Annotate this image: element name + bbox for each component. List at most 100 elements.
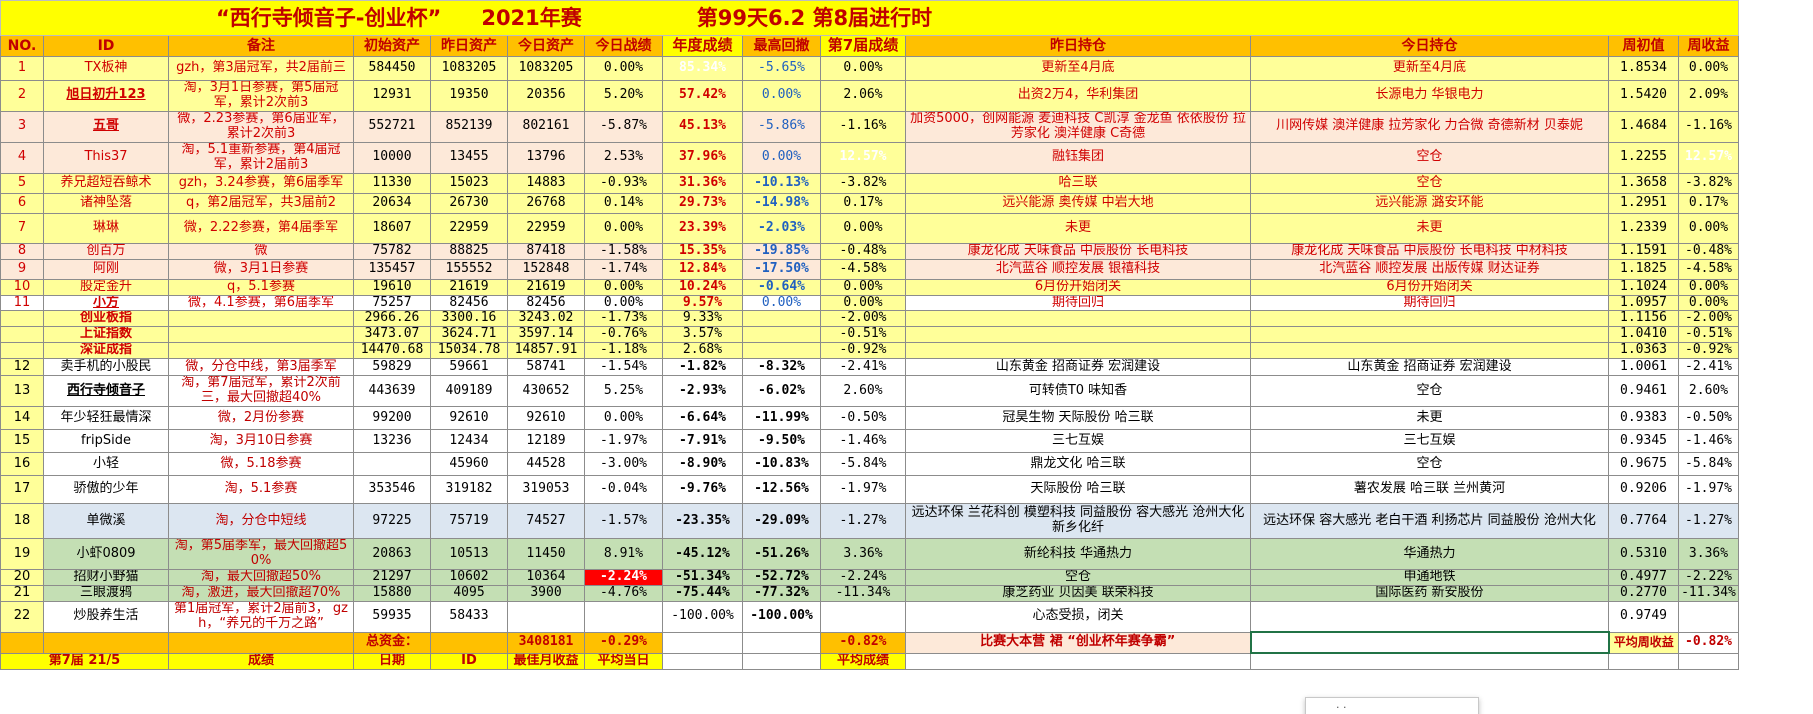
today-cell[interactable]: 11450 xyxy=(507,538,585,571)
r7-cell[interactable]: -3.82% xyxy=(820,172,906,194)
week-init-cell[interactable]: 0.7764 xyxy=(1608,503,1679,540)
yest-cell[interactable]: 13455 xyxy=(430,141,508,174)
avg-week-label[interactable]: 平均周收益 xyxy=(1608,631,1679,654)
no-cell[interactable]: 6 xyxy=(0,192,44,214)
drawdown-cell[interactable]: -51.26% xyxy=(742,538,821,571)
year-ret-cell[interactable]: 9.33% xyxy=(662,310,743,328)
week-init-cell[interactable]: 1.8534 xyxy=(1608,56,1679,81)
init-cell[interactable]: 20863 xyxy=(353,538,431,571)
drawdown-cell[interactable]: -6.02% xyxy=(742,375,821,408)
r7-cell[interactable]: -1.27% xyxy=(820,503,906,540)
no-cell[interactable]: 11 xyxy=(0,294,44,312)
id-cell[interactable]: 深证成指 xyxy=(43,342,169,360)
week-init-cell[interactable]: 0.4977 xyxy=(1608,569,1679,586)
r7-cell[interactable]: -2.00% xyxy=(820,310,906,328)
hold-today-cell[interactable]: 空仓 xyxy=(1250,172,1609,194)
note-cell[interactable]: 微，2.22参赛，第4届季军 xyxy=(168,212,354,244)
no-cell[interactable] xyxy=(0,342,44,360)
yest-cell[interactable]: 58433 xyxy=(430,600,508,633)
total-label[interactable]: 总资金： xyxy=(353,631,431,654)
week-ret-cell[interactable]: -0.48% xyxy=(1678,242,1739,260)
init-cell[interactable]: 13236 xyxy=(353,429,431,454)
slogan[interactable]: 比赛大本营 裙 “创业杯年赛争霸” xyxy=(905,631,1251,654)
summary-empty-cell[interactable] xyxy=(43,631,169,654)
note-cell[interactable]: 淘，激进，最大回撤超70% xyxy=(168,585,354,602)
year-ret-cell[interactable]: -9.76% xyxy=(662,475,743,505)
hold-today-cell[interactable]: 北汽蓝谷 顺控发展 出版传媒 财达证券 xyxy=(1250,258,1609,280)
hold-yest-cell[interactable]: 三七互娱 xyxy=(905,429,1251,454)
day-ret-cell[interactable]: -0.04% xyxy=(584,475,663,505)
year-ret-cell[interactable]: -8.90% xyxy=(662,452,743,477)
footer-empty[interactable] xyxy=(1250,652,1609,670)
init-cell[interactable]: 99200 xyxy=(353,406,431,431)
week-ret-cell[interactable] xyxy=(1678,600,1739,633)
week-ret-cell[interactable]: -0.92% xyxy=(1678,342,1739,360)
year-ret-cell[interactable]: 15.35% xyxy=(662,242,743,260)
today-cell[interactable]: 10364 xyxy=(507,569,585,586)
hold-today-cell[interactable]: 远兴能源 潞安环能 xyxy=(1250,192,1609,214)
day-ret-cell[interactable]: -4.76% xyxy=(584,585,663,602)
note-cell[interactable]: 淘，5.1参赛 xyxy=(168,475,354,505)
hold-today-cell[interactable]: 薯农发展 哈三联 兰州黄河 xyxy=(1250,475,1609,505)
yest-cell[interactable]: 19350 xyxy=(430,80,508,112)
day-ret-cell[interactable]: 0.00% xyxy=(584,212,663,244)
hold-yest-cell[interactable]: 未更 xyxy=(905,212,1251,244)
yest-cell[interactable]: 59661 xyxy=(430,358,508,377)
yest-cell[interactable]: 4095 xyxy=(430,585,508,602)
no-cell[interactable]: 21 xyxy=(0,585,44,602)
week-init-cell[interactable]: 0.9749 xyxy=(1608,600,1679,633)
day-ret-cell[interactable]: 0.00% xyxy=(584,406,663,431)
no-cell[interactable]: 9 xyxy=(0,258,44,280)
hold-yest-cell[interactable]: 哈三联 xyxy=(905,172,1251,194)
year-ret-cell[interactable]: 2.68% xyxy=(662,342,743,360)
year-ret-cell[interactable]: -2.93% xyxy=(662,375,743,408)
yest-cell[interactable]: 409189 xyxy=(430,375,508,408)
no-cell[interactable]: 22 xyxy=(0,600,44,633)
init-cell[interactable]: 11330 xyxy=(353,172,431,194)
today-cell[interactable]: 152848 xyxy=(507,258,585,280)
no-cell[interactable] xyxy=(0,310,44,328)
week-ret-cell[interactable]: 2.60% xyxy=(1678,375,1739,408)
week-init-cell[interactable]: 0.9461 xyxy=(1608,375,1679,408)
r7-cell[interactable] xyxy=(820,600,906,633)
summary-empty-cell[interactable] xyxy=(0,631,44,654)
note-cell[interactable]: 微，分仓中线，第3届季军 xyxy=(168,358,354,377)
note-cell[interactable] xyxy=(168,342,354,360)
note-cell[interactable]: 微，4.1参赛，第6届季军 xyxy=(168,294,354,312)
init-cell[interactable]: 14470.68 xyxy=(353,342,431,360)
no-cell[interactable]: 7 xyxy=(0,212,44,244)
footer-best-month[interactable]: 最佳月收益 xyxy=(507,652,585,670)
id-cell[interactable]: 上证指数 xyxy=(43,326,169,344)
no-cell[interactable]: 10 xyxy=(0,278,44,296)
footer-id[interactable]: ID xyxy=(430,652,508,670)
year-ret-cell[interactable]: 29.73% xyxy=(662,192,743,214)
week-ret-cell[interactable]: -1.97% xyxy=(1678,475,1739,505)
week-init-cell[interactable]: 1.0061 xyxy=(1608,358,1679,377)
header-no[interactable]: NO. xyxy=(0,35,44,57)
yest-cell[interactable]: 10513 xyxy=(430,538,508,571)
no-cell[interactable]: 1 xyxy=(0,56,44,81)
yest-cell[interactable]: 92610 xyxy=(430,406,508,431)
no-cell[interactable]: 15 xyxy=(0,429,44,454)
today-cell[interactable]: 3597.14 xyxy=(507,326,585,344)
yest-cell[interactable]: 852139 xyxy=(430,110,508,143)
init-cell[interactable]: 10000 xyxy=(353,141,431,174)
summary-empty-cell[interactable] xyxy=(430,631,508,654)
drawdown-cell[interactable]: -100.00% xyxy=(742,600,821,633)
day-ret-cell[interactable]: 2.53% xyxy=(584,141,663,174)
year-ret-cell[interactable]: 10.24% xyxy=(662,278,743,296)
day-ret-cell[interactable]: 5.20% xyxy=(584,80,663,112)
drawdown-cell[interactable]: -52.72% xyxy=(742,569,821,586)
note-cell[interactable]: q，5.1参赛 xyxy=(168,278,354,296)
total-value[interactable]: 3408181 xyxy=(507,631,585,654)
drawdown-cell[interactable]: 0.00% xyxy=(742,80,821,112)
hold-today-cell[interactable]: 康龙化成 天味食品 中辰股份 长电科技 中材科技 xyxy=(1250,242,1609,260)
id-cell[interactable]: 三眼渡鸦 xyxy=(43,585,169,602)
total-ret[interactable]: -0.29% xyxy=(584,631,663,654)
avg-r7[interactable]: -0.82% xyxy=(820,631,906,654)
year-ret-cell[interactable]: 31.36% xyxy=(662,172,743,194)
day-ret-cell[interactable]: -1.57% xyxy=(584,503,663,540)
r7-cell[interactable]: 0.00% xyxy=(820,294,906,312)
week-ret-cell[interactable]: 3.36% xyxy=(1678,538,1739,571)
week-ret-cell[interactable]: 2.09% xyxy=(1678,80,1739,112)
